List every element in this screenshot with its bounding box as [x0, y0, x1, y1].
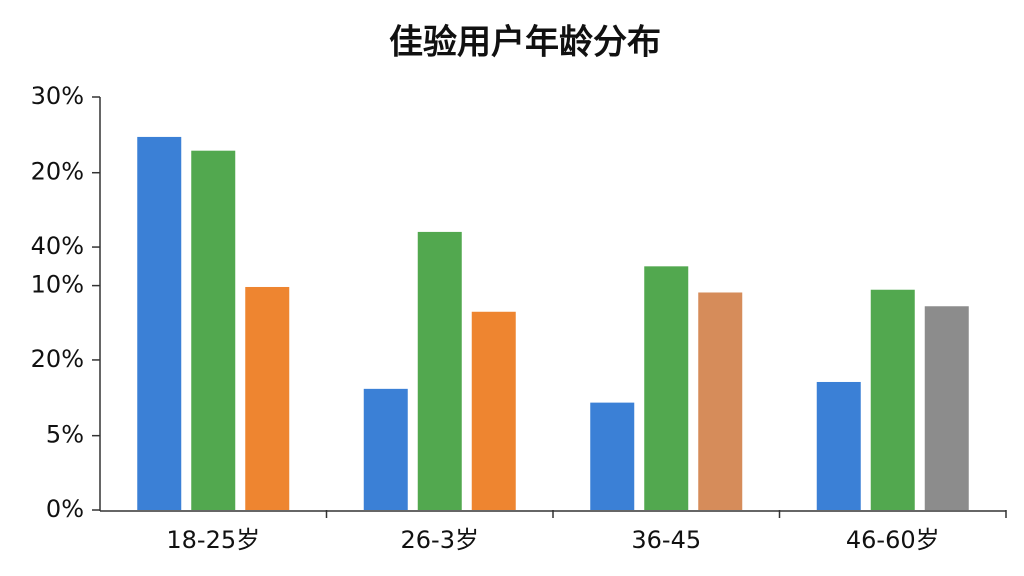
- chart-title: 佳验用户年龄分布: [389, 23, 661, 63]
- bar: [471, 311, 516, 510]
- y-tick-label: 5%: [46, 421, 84, 449]
- x-tick-label: 36-45: [631, 526, 701, 554]
- y-tick-label: 20%: [31, 345, 84, 373]
- bar: [363, 388, 408, 510]
- y-tick-label: 30%: [31, 82, 84, 110]
- bar: [924, 306, 969, 510]
- y-tick-label: 20%: [31, 158, 84, 186]
- bar: [245, 286, 290, 510]
- bar: [698, 292, 743, 510]
- bar: [137, 136, 182, 510]
- x-tick-label: 26-3岁: [401, 526, 479, 554]
- y-tick-label: 40%: [31, 232, 84, 260]
- x-tick-label: 18-25岁: [166, 526, 260, 554]
- bar: [644, 266, 689, 510]
- bar: [816, 381, 861, 510]
- bar: [590, 402, 635, 510]
- bar: [870, 289, 915, 510]
- x-tick-label: 46-60岁: [846, 526, 940, 554]
- bar: [191, 150, 236, 510]
- bar: [417, 231, 462, 510]
- y-tick-label: 10%: [31, 271, 84, 299]
- y-tick-label: 0%: [46, 495, 84, 523]
